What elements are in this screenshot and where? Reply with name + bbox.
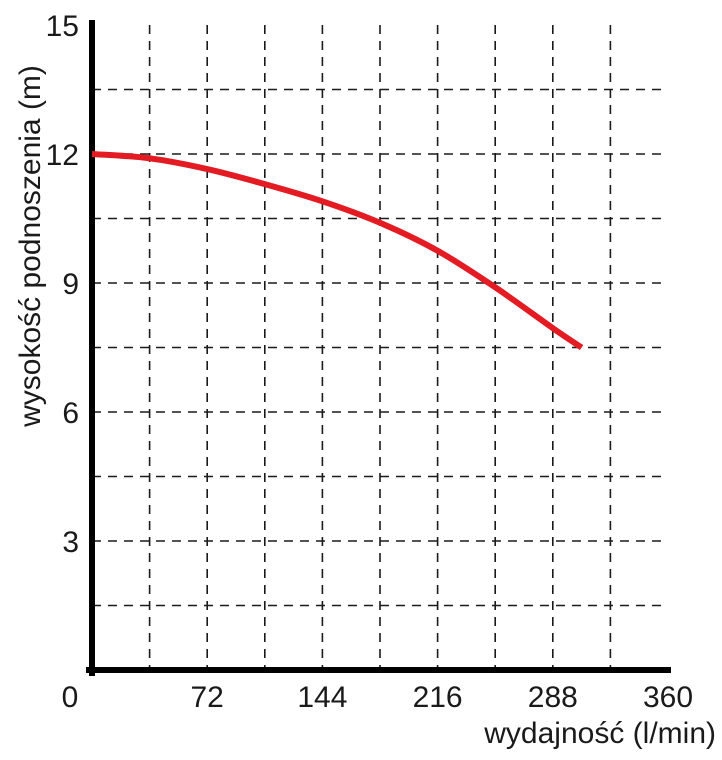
ticks-layer: 0 72 144 216 288 360 3 6 9 12 15	[46, 10, 693, 714]
axes-layer	[86, 20, 671, 676]
x-tick-label: 72	[191, 681, 224, 714]
grid-layer	[92, 25, 668, 670]
x-tick-label: 216	[413, 681, 463, 714]
series-line	[91, 151, 584, 350]
series-layer	[91, 151, 584, 350]
y-axis-label: wysokość podnoszenia (m)	[14, 65, 47, 428]
x-axis-label: wydajność (l/min)	[483, 717, 716, 750]
x-tick-label: 360	[643, 681, 693, 714]
x-tick-label: 0	[62, 681, 79, 714]
y-tick-label: 3	[62, 526, 79, 559]
y-tick-label: 15	[46, 10, 79, 43]
y-tick-label: 6	[62, 397, 79, 430]
y-tick-label: 12	[46, 139, 79, 172]
y-tick-label: 9	[62, 268, 79, 301]
x-tick-label: 288	[528, 681, 578, 714]
x-tick-label: 144	[297, 681, 347, 714]
